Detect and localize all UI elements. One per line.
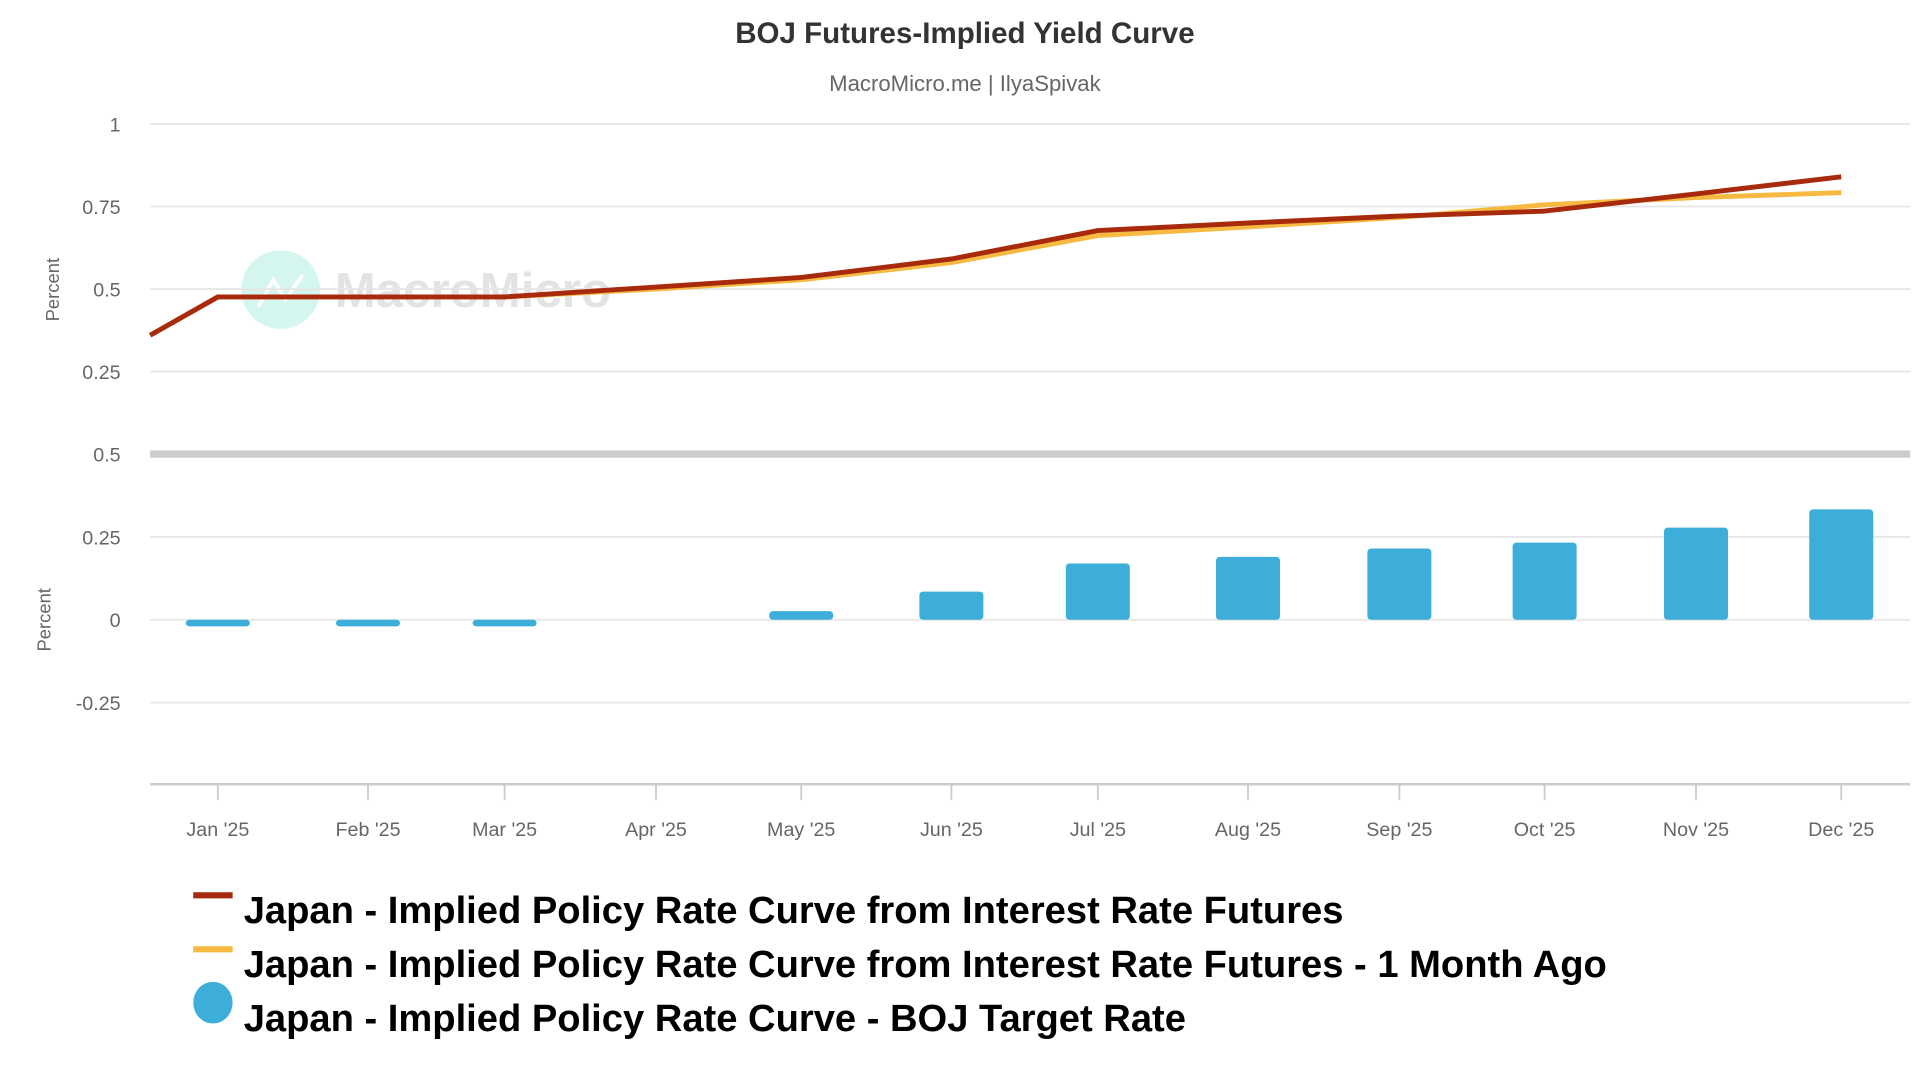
- bar: [1512, 542, 1577, 620]
- x-tick-label: Sep '25: [1366, 819, 1432, 841]
- grid: 1 0.75 0.5 0.25 0.5 0.25 0 -0.25: [76, 114, 1911, 786]
- x-tick-label: Aug '25: [1215, 819, 1281, 841]
- legend-marker-line-icon: [193, 892, 233, 899]
- x-tick-label: May '25: [767, 819, 835, 841]
- legend-item: Japan - Implied Policy Rate Curve from I…: [193, 944, 1607, 986]
- bars: [185, 509, 1874, 627]
- panel-divider: [150, 450, 1911, 458]
- y-axis-label-top: Percent: [42, 258, 63, 321]
- x-tick-label: Jul '25: [1070, 819, 1126, 841]
- legend-marker-line-icon: [193, 946, 233, 953]
- legend-marker-circle-icon: [193, 981, 233, 1024]
- y-tick-label: 1: [110, 114, 121, 136]
- y-tick-label: 0.5: [93, 279, 120, 301]
- bar: [185, 619, 250, 627]
- series-line: [148, 174, 1842, 338]
- bar: [472, 619, 537, 627]
- legend-item: Japan - Implied Policy Rate Curve - BOJ …: [193, 981, 1186, 1040]
- legend-item: Japan - Implied Policy Rate Curve from I…: [193, 890, 1343, 932]
- y-tick-label: 0.75: [82, 197, 120, 219]
- x-tick-label: Mar '25: [472, 819, 537, 841]
- legend-label: Japan - Implied Policy Rate Curve from I…: [244, 890, 1344, 932]
- bar: [336, 619, 400, 627]
- chart-title: BOJ Futures-Implied Yield Curve: [735, 17, 1194, 50]
- bar: [1216, 556, 1280, 620]
- y-tick-label: 0.5: [93, 444, 120, 466]
- lines: [148, 174, 1842, 338]
- x-axis: Jan '25 Feb '25 Mar '25 Apr '25 May '25 Jun '…: [186, 785, 1874, 841]
- x-tick-label: Nov '25: [1663, 819, 1729, 841]
- legend: Japan - Implied Policy Rate Curve from I…: [193, 890, 1607, 1040]
- watermark: MacroMicro: [241, 250, 611, 329]
- y-tick-label: 0.25: [82, 527, 120, 549]
- bar: [1065, 563, 1130, 620]
- y-tick-label: -0.25: [76, 693, 121, 715]
- y-tick-label: 0: [110, 610, 121, 632]
- legend-label: Japan - Implied Policy Rate Curve from I…: [244, 944, 1607, 986]
- x-tick-label: Jun '25: [920, 819, 983, 841]
- x-tick-label: Oct '25: [1514, 819, 1576, 841]
- x-tick-label: Feb '25: [335, 819, 400, 841]
- y-tick-label: 0.25: [82, 362, 120, 384]
- bar: [1664, 527, 1728, 620]
- bar: [919, 591, 984, 620]
- legend-label: Japan - Implied Policy Rate Curve - BOJ …: [244, 998, 1186, 1040]
- x-tick-label: Dec '25: [1808, 819, 1874, 841]
- x-tick-label: Apr '25: [625, 819, 687, 841]
- bar: [769, 611, 834, 620]
- x-tick-label: Jan '25: [186, 819, 249, 841]
- y-axis-label-bottom: Percent: [33, 588, 54, 651]
- bar: [1367, 548, 1432, 620]
- chart-subtitle: MacroMicro.me | IlyaSpivak: [829, 71, 1101, 96]
- bar: [1809, 509, 1874, 620]
- watermark-text: MacroMicro: [335, 263, 611, 318]
